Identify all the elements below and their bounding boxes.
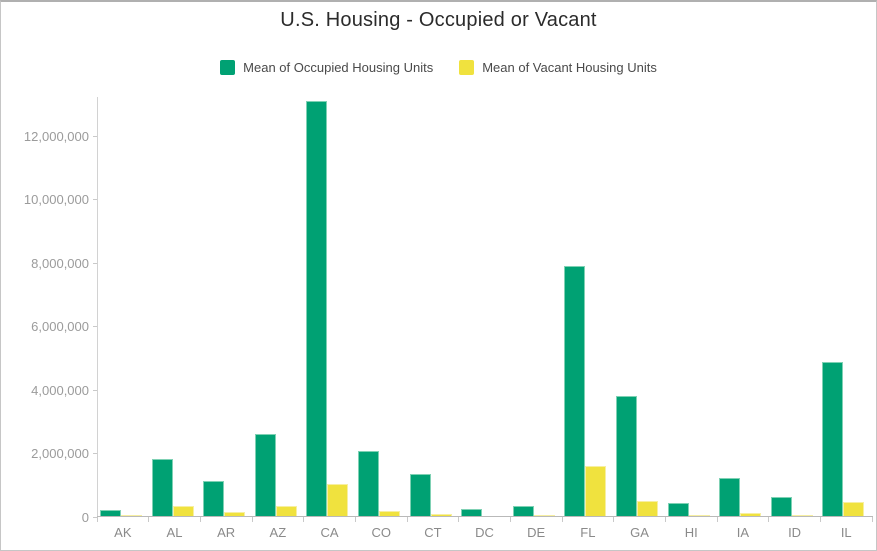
y-axis-labels: 0 2,000,000 4,000,000 6,000,000 8,000,000 10,…: [1, 97, 89, 525]
legend-item-occupied[interactable]: Mean of Occupied Housing Units: [220, 59, 434, 75]
x-tick-mark: [871, 517, 873, 522]
x-label-ct: CT: [424, 525, 442, 540]
y-tick-mark: [93, 135, 97, 137]
y-tick-label: 6,000,000: [31, 319, 89, 335]
bar-co-vacant[interactable]: [378, 510, 400, 517]
bar-group-ia: [717, 97, 769, 517]
y-tick-mark: [93, 262, 97, 264]
x-label-hi: HI: [684, 525, 698, 540]
y-tick-label: 12,000,000: [23, 128, 89, 144]
bar-ar-occupied[interactable]: [203, 481, 225, 517]
bar-az-vacant[interactable]: [275, 505, 297, 517]
bar-co-occupied[interactable]: [357, 451, 379, 517]
legend: Mean of Occupied Housing Units Mean of Va…: [1, 57, 876, 77]
x-tick-mark: [458, 517, 460, 522]
bar-ia-occupied[interactable]: [719, 477, 741, 517]
bar-group-co: [356, 97, 408, 517]
x-tick-mark: [509, 517, 511, 522]
bar-fl-vacant[interactable]: [585, 466, 607, 517]
x-tick-mark: [613, 517, 615, 522]
y-tick-mark: [93, 453, 97, 455]
x-axis-labels: AK AL AR AZ CA CO CT DC DE FL GA HI IA ID IL: [97, 525, 872, 540]
x-label-ar: AR: [217, 525, 236, 540]
x-axis-line: [97, 515, 873, 517]
bar-group-al: [150, 97, 202, 517]
bar-fl-occupied[interactable]: [564, 265, 586, 517]
x-label-ga: GA: [630, 525, 649, 540]
x-tick-mark: [561, 517, 563, 522]
y-tick-label: 0: [81, 510, 89, 525]
bar-group-fl: [562, 97, 614, 517]
y-tick-mark: [93, 389, 97, 391]
y-tick-mark: [93, 199, 97, 201]
y-tick-label: 10,000,000: [23, 192, 89, 208]
x-tick-mark: [354, 517, 356, 522]
y-tick-label: 2,000,000: [31, 446, 89, 462]
y-tick-mark: [93, 517, 97, 518]
x-label-ia: IA: [736, 525, 750, 540]
x-tick-mark: [716, 517, 718, 522]
x-tick-mark: [768, 517, 770, 522]
bar-group-ct: [408, 97, 460, 517]
plot-area: [97, 97, 872, 517]
bar-de-occupied[interactable]: [512, 506, 534, 517]
bar-group-ca: [304, 97, 356, 517]
y-tick-label: 4,000,000: [31, 382, 89, 398]
x-tick-mark: [664, 517, 666, 522]
x-label-ak: AK: [114, 525, 132, 540]
legend-swatch-icon: [220, 59, 236, 75]
bar-group-az: [253, 97, 305, 517]
bar-dc-occupied[interactable]: [461, 509, 483, 517]
bar-ia-vacant[interactable]: [740, 512, 762, 517]
x-tick-mark: [406, 517, 408, 522]
y-tick-label: 8,000,000: [31, 255, 89, 271]
x-label-de: DE: [527, 525, 546, 540]
bar-ct-occupied[interactable]: [409, 473, 431, 517]
bar-ar-vacant[interactable]: [224, 511, 246, 517]
chart-title: U.S. Housing - Occupied or Vacant: [280, 9, 597, 31]
bar-ca-vacant[interactable]: [327, 483, 349, 517]
bar-ga-occupied[interactable]: [615, 396, 637, 517]
bar-group-ak: [98, 97, 150, 517]
x-tick-mark: [148, 517, 150, 522]
x-tick-mark: [199, 517, 201, 522]
legend-label: Mean of Occupied Housing Units: [243, 59, 434, 75]
bar-ak-occupied[interactable]: [100, 509, 121, 517]
bar-az-occupied[interactable]: [254, 434, 276, 517]
x-label-ca: CA: [320, 525, 339, 540]
bar-group-ga: [614, 97, 666, 517]
bar-group-il: [820, 97, 872, 517]
bar-il-vacant[interactable]: [843, 502, 865, 517]
bar-group-hi: [666, 97, 718, 517]
legend-swatch-icon: [459, 59, 475, 75]
x-label-id: ID: [788, 525, 802, 540]
legend-item-vacant[interactable]: Mean of Vacant Housing Units: [459, 59, 657, 75]
x-tick-mark: [96, 517, 98, 522]
bar-group-de: [511, 97, 563, 517]
x-label-dc: DC: [475, 525, 494, 540]
bar-hi-occupied[interactable]: [667, 503, 689, 517]
bar-al-vacant[interactable]: [172, 506, 194, 517]
x-label-al: AL: [166, 525, 183, 540]
bar-il-occupied[interactable]: [822, 362, 844, 517]
x-label-co: CO: [371, 525, 391, 540]
x-tick-mark: [819, 517, 821, 522]
bar-ca-occupied[interactable]: [306, 100, 328, 517]
bar-ga-vacant[interactable]: [636, 501, 658, 517]
legend-label: Mean of Vacant Housing Units: [482, 59, 657, 75]
x-label-il: IL: [840, 525, 852, 540]
bar-group-id: [769, 97, 821, 517]
bar-group-ar: [201, 97, 253, 517]
bar-id-occupied[interactable]: [770, 497, 792, 517]
bar-al-occupied[interactable]: [151, 458, 173, 517]
x-tick-mark: [303, 517, 305, 522]
x-label-az: AZ: [269, 525, 287, 540]
bar-group-dc: [459, 97, 511, 517]
x-tick-mark: [251, 517, 253, 522]
y-tick-mark: [93, 326, 97, 328]
x-label-fl: FL: [580, 525, 596, 540]
